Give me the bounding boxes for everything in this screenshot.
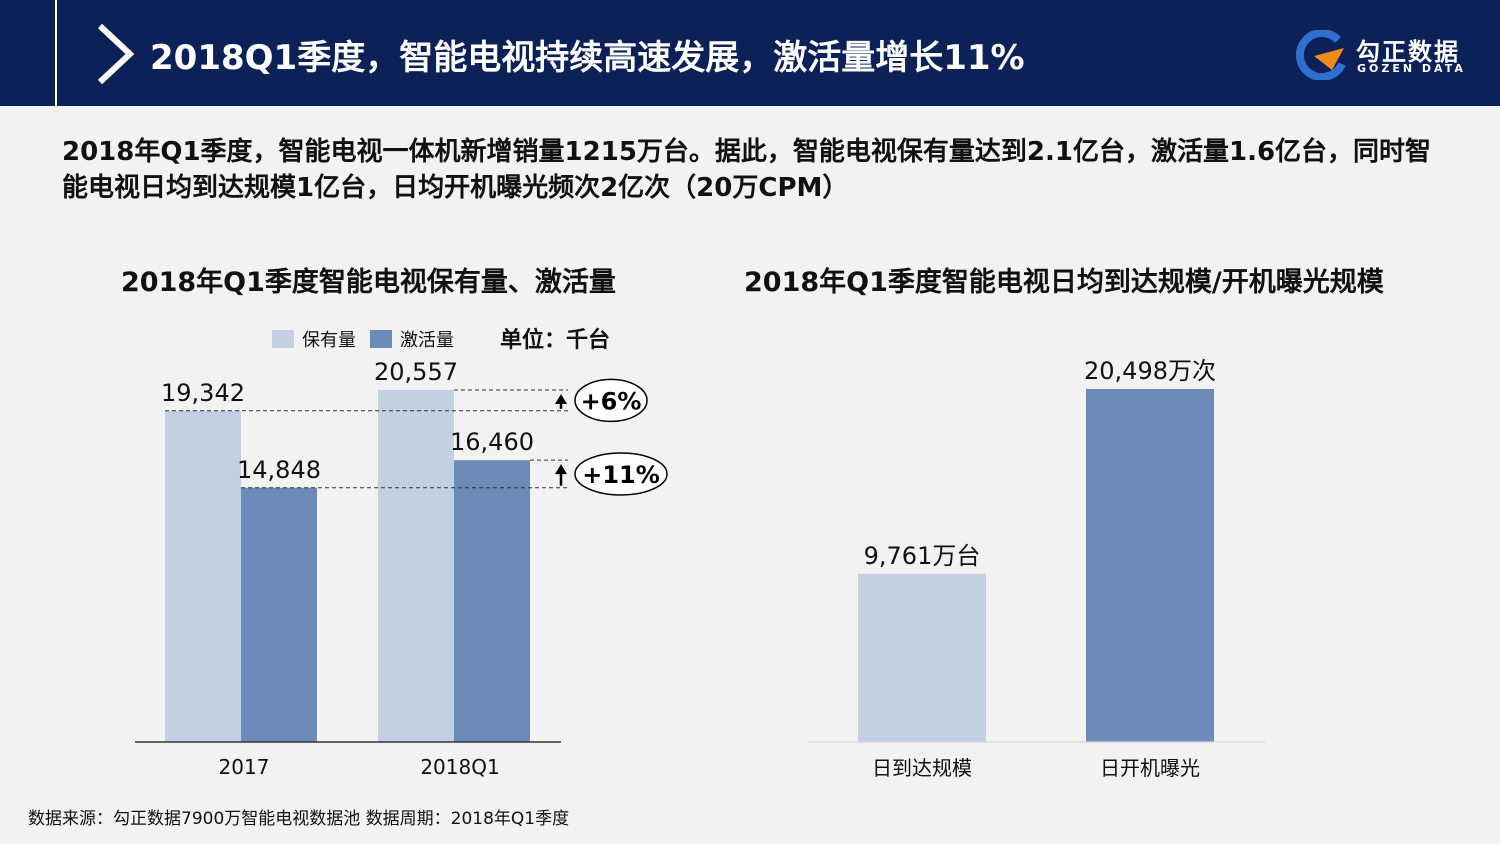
legend-label-holdings: 保有量 <box>302 330 356 351</box>
header-bar: 2018Q1季度，智能电视持续高速发展，激活量增长11% 勾正数据 GOZEN … <box>0 0 1500 106</box>
bar-value-label: 20,498万次 <box>1084 357 1216 385</box>
growth-badge-label: +11% <box>582 461 660 489</box>
bar-value-label: 20,557 <box>374 358 458 386</box>
right-chart-title: 2018年Q1季度智能电视日均到达规模/开机曝光规模 <box>744 267 1384 298</box>
x-tick-label: 日开机曝光 <box>1100 756 1200 780</box>
growth-arrow-up-icon <box>555 464 567 475</box>
legend-swatch-activations <box>370 330 392 348</box>
header-divider <box>55 0 57 106</box>
logo-text-en: GOZEN DATA <box>1357 62 1466 75</box>
growth-badge-label: +6% <box>581 387 642 415</box>
gozen-logo-mark <box>1295 30 1346 80</box>
x-tick-label: 日到达规模 <box>872 756 972 780</box>
chart-legend: 保有量 激活量 <box>272 326 468 352</box>
bar-holdings-2018Q1 <box>378 390 454 742</box>
legend-label-activations: 激活量 <box>400 330 454 351</box>
bar-value-label: 16,460 <box>450 428 534 456</box>
x-tick-label: 2018Q1 <box>420 755 499 779</box>
summary-text: 2018年Q1季度，智能电视一体机新增销量1215万台。据此，智能电视保有量达到… <box>62 137 1432 203</box>
x-tick-label: 2017 <box>219 755 270 779</box>
bar-activations-2017 <box>241 487 317 742</box>
bar-日到达规模 <box>858 573 986 742</box>
data-source-note: 数据来源：勾正数据7900万智能电视数据池 数据周期：2018年Q1季度 <box>28 809 570 829</box>
growth-badge <box>574 378 648 423</box>
growth-badge <box>574 452 668 496</box>
logo-text-cn: 勾正数据 <box>1356 38 1460 66</box>
bar-value-label: 14,848 <box>237 456 321 484</box>
left-chart-title: 2018年Q1季度智能电视保有量、激活量 <box>121 267 616 298</box>
bar-holdings-2017 <box>165 410 241 742</box>
chevron-right-icon <box>97 23 135 85</box>
bar-activations-2018Q1 <box>454 460 530 742</box>
bar-日开机曝光 <box>1086 389 1214 742</box>
page-title: 2018Q1季度，智能电视持续高速发展，激活量增长11% <box>150 38 1025 78</box>
bar-value-label: 9,761万台 <box>864 542 981 570</box>
legend-swatch-holdings <box>272 330 294 348</box>
bar-value-label: 19,342 <box>161 379 245 407</box>
growth-arrow-up-icon <box>555 394 567 404</box>
unit-label: 单位：千台 <box>500 328 611 353</box>
